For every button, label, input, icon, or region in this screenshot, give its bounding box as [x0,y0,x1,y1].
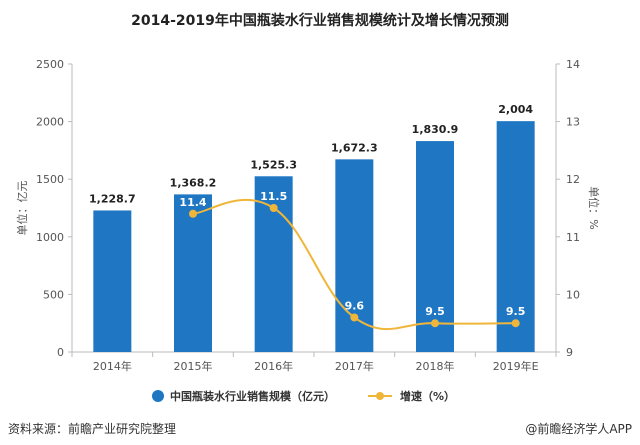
x-tick-label: 2018年 [416,359,455,373]
brand-note: @前瞻经济学人APP [525,422,632,436]
x-tick-label: 2014年 [93,359,132,373]
x-tick-label: 2015年 [174,359,213,373]
x-tick-label: 2017年 [335,359,374,373]
growth-point [269,204,278,212]
bar-value-label: 1,525.3 [250,158,297,171]
right-tick-label: 11 [566,231,580,244]
growth-value-label: 9.6 [345,299,365,312]
legend-bar-marker [152,390,164,402]
legend-line-label: 增速（%） [400,389,455,403]
right-tick-label: 14 [566,58,580,71]
bar-value-label: 1,368.2 [170,176,217,189]
growth-value-label: 9.5 [506,305,526,318]
growth-value-label: 11.4 [179,196,206,209]
chart-title: 2014-2019年中国瓶装水行业销售规模统计及增长情况预测 [131,13,509,29]
x-tick-label: 2019年E [493,359,539,373]
bar [496,121,535,353]
bar-value-label: 1,830.9 [412,123,459,136]
left-tick-label: 1500 [36,173,64,186]
right-axis-title: 单位：% [587,186,601,229]
bar-value-label: 2,004 [498,103,533,116]
growth-point [431,319,439,328]
bar [93,210,132,352]
left-axis-title: 单位：亿元 [15,181,29,236]
source-note: 资料来源：前瞻产业研究院整理 [8,422,177,436]
right-tick-label: 9 [566,346,573,359]
left-tick-label: 2500 [36,58,64,71]
left-tick-label: 500 [43,288,64,301]
right-tick-label: 13 [566,116,580,129]
legend-bar-label: 中国瓶装水行业销售规模（亿元） [170,389,335,403]
growth-line-path [192,198,516,331]
right-tick-label: 12 [566,173,580,186]
growth-point [511,319,520,328]
bar-value-label: 1,228.7 [89,192,136,205]
growth-value-label: 9.5 [425,305,445,318]
x-tick-label: 2016年 [254,359,293,373]
growth-value-label: 11.5 [260,190,287,203]
right-tick-label: 10 [566,288,580,301]
growth-point [350,313,359,322]
data-labels: 1,228.7 1,368.2 1,525.3 1,672.3 1,830.9 2,004… [89,103,533,318]
bar [416,141,454,352]
bar-value-label: 1,672.3 [331,141,378,154]
legend-line-point [376,392,384,400]
left-tick-label: 2000 [36,116,64,129]
left-tick-label: 1000 [36,231,64,244]
growth-line [189,198,520,331]
growth-point [189,209,197,218]
left-axis: 0 500 1000 1500 2000 2500 单位：亿元 [15,58,73,359]
legend: 中国瓶装水行业销售规模（亿元） 增速（%） [152,389,455,403]
left-tick-label: 0 [57,346,64,359]
bar [174,194,212,352]
bars [93,121,535,353]
x-axis: 2014年 2015年 2016年 2017年 2018年 2019年E [71,351,557,373]
bar [335,159,374,352]
right-axis: 9 10 11 12 13 14 单位：% [555,58,601,359]
